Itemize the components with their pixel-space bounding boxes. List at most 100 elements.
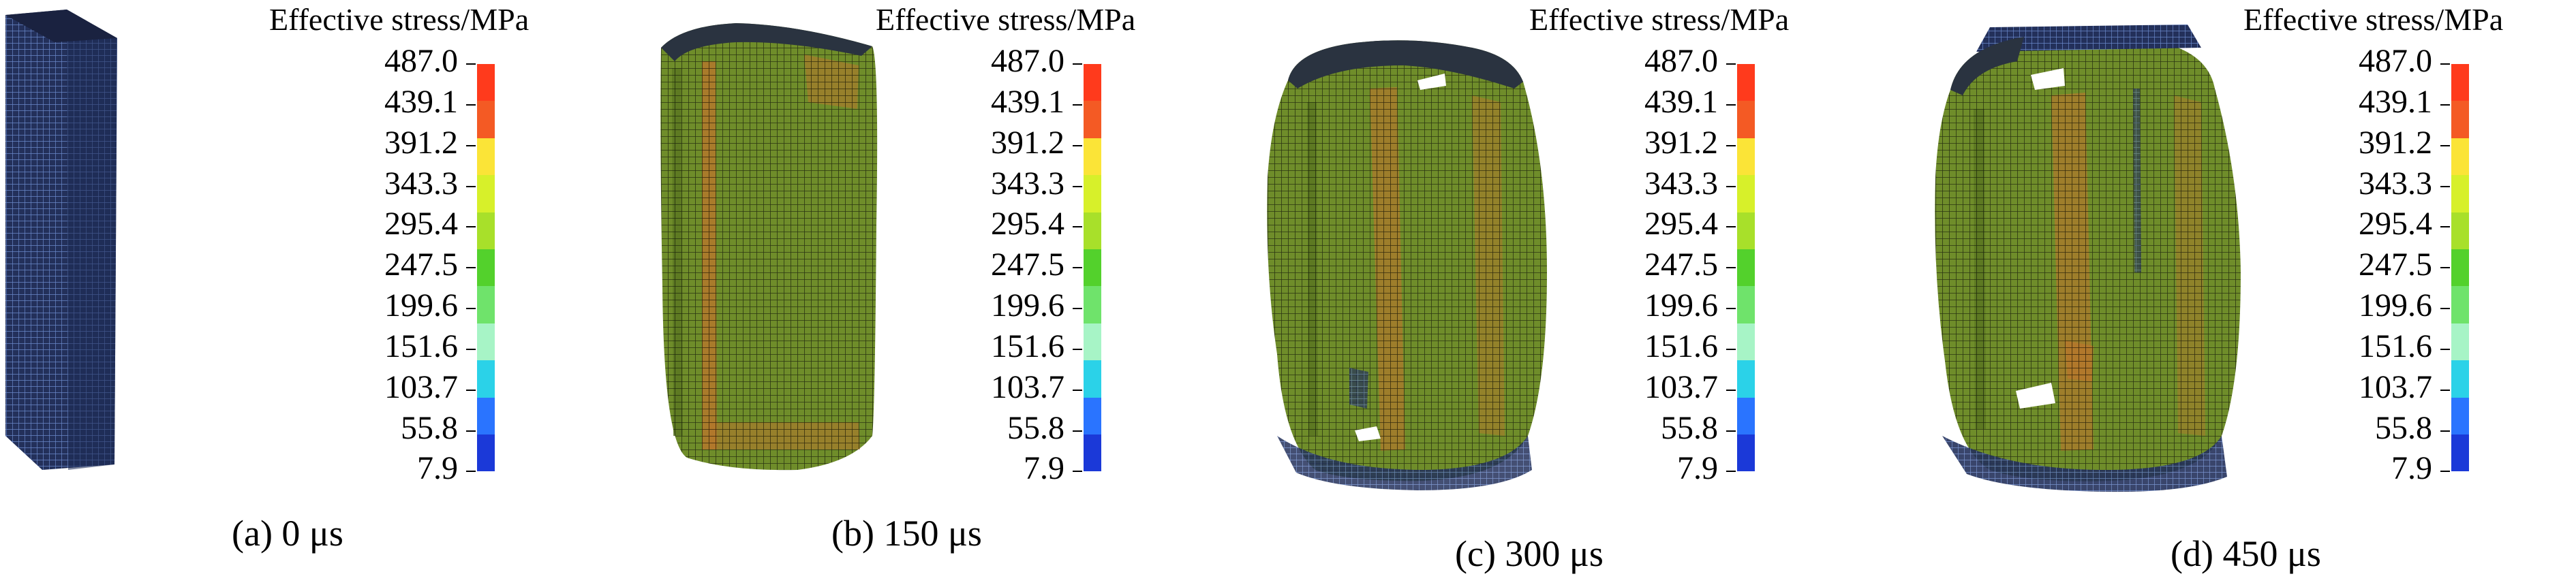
tick-mark	[1726, 104, 1736, 106]
panel-b: Effective stress/MPa 487.0 439.1 391.2 343.…	[634, 0, 1278, 585]
colorbar	[1737, 64, 1755, 472]
tick-label: 199.6	[1644, 287, 1718, 324]
colorbar-segment	[2451, 397, 2469, 434]
tick-label: 55.8	[2375, 409, 2432, 446]
tick-mark	[1726, 471, 1736, 473]
tick-label: 247.5	[991, 247, 1064, 283]
tick-mark	[1073, 430, 1082, 432]
legend-title: Effective stress/MPa	[1529, 2, 1790, 37]
colorbar-segment	[2451, 64, 2469, 101]
tick-mark	[1726, 226, 1736, 228]
tick-mark	[2440, 63, 2450, 65]
panel-c: Effective stress/MPa 487.0 439.1 391.2 343.…	[1247, 0, 1891, 585]
tick-label: 7.9	[417, 450, 458, 487]
colorbar-segment	[1084, 323, 1101, 361]
specimen-mesh-b	[660, 23, 878, 471]
specimen-mesh-a	[5, 10, 117, 470]
colorbar-segment	[477, 286, 495, 323]
tick-mark	[1726, 389, 1736, 391]
tick-mark	[466, 430, 476, 432]
colorbar-segment	[1737, 286, 1755, 323]
legend-title: Effective stress/MPa	[269, 2, 530, 37]
tick-mark	[466, 471, 476, 473]
tick-label: 55.8	[401, 409, 458, 446]
tick-mark	[466, 144, 476, 146]
colorbar-segment	[1084, 286, 1101, 323]
colorbar-segment	[1084, 360, 1101, 398]
tick-label: 103.7	[384, 368, 458, 405]
colorbar-segment	[477, 64, 495, 101]
colorbar-segment	[1084, 138, 1101, 176]
tick-mark	[1073, 104, 1082, 106]
specimen-mesh-c	[1267, 40, 1547, 490]
colorbar-segment	[477, 101, 495, 138]
tick-mark	[1726, 144, 1736, 146]
tick-label: 343.3	[2359, 165, 2432, 202]
tick-label: 199.6	[991, 287, 1064, 324]
tick-label: 151.6	[991, 328, 1064, 364]
colorbar-segment	[1737, 212, 1755, 249]
tick-label: 295.4	[991, 206, 1064, 242]
tick-mark	[2440, 185, 2450, 187]
colorbar	[477, 64, 495, 472]
tick-mark	[2440, 226, 2450, 228]
tick-mark	[1726, 348, 1736, 350]
tick-mark	[1073, 471, 1082, 473]
colorbar	[1084, 64, 1101, 472]
tick-mark	[2440, 104, 2450, 106]
colorbar-segment	[1084, 249, 1101, 287]
colorbar-segment	[2451, 434, 2469, 472]
tick-label: 343.3	[991, 165, 1064, 202]
tick-mark	[2440, 267, 2450, 269]
tick-mark	[2440, 308, 2450, 310]
tick-label: 487.0	[384, 43, 458, 79]
colorbar-segment	[2451, 360, 2469, 398]
tick-mark	[2440, 389, 2450, 391]
tick-label: 391.2	[384, 124, 458, 161]
colorbar-segment	[2451, 323, 2469, 361]
tick-label: 151.6	[384, 328, 458, 364]
caption-c: (c) 300 μs	[1455, 533, 1604, 574]
tick-label: 103.7	[1644, 368, 1718, 405]
tick-label: 151.6	[1644, 328, 1718, 364]
caption-b: (b) 150 μs	[831, 513, 982, 554]
tick-label: 55.8	[1007, 409, 1064, 446]
tick-label: 487.0	[1644, 43, 1718, 79]
tick-label: 439.1	[2359, 83, 2432, 120]
tick-label: 487.0	[2359, 43, 2432, 79]
colorbar-segment	[1737, 249, 1755, 287]
tick-mark	[1726, 430, 1736, 432]
tick-mark	[1073, 63, 1082, 65]
tick-mark	[1726, 185, 1736, 187]
tick-mark	[1073, 226, 1082, 228]
colorbar-segment	[2451, 249, 2469, 287]
colorbar-segment	[2451, 175, 2469, 212]
colorbar-segment	[1084, 64, 1101, 101]
specimen-mesh-d	[1935, 25, 2241, 492]
tick-label: 391.2	[2359, 124, 2432, 161]
tick-mark	[1073, 144, 1082, 146]
tick-label: 391.2	[1644, 124, 1718, 161]
colorbar-segment	[2451, 101, 2469, 138]
tick-mark	[1073, 267, 1082, 269]
tick-label: 295.4	[384, 206, 458, 242]
legend-title: Effective stress/MPa	[2243, 2, 2504, 37]
colorbar-segment	[1737, 175, 1755, 212]
tick-mark	[466, 348, 476, 350]
tick-label: 7.9	[1024, 450, 1064, 487]
colorbar-segment	[1084, 212, 1101, 249]
colorbar-segment	[477, 249, 495, 287]
tick-mark	[1073, 185, 1082, 187]
tick-label: 391.2	[991, 124, 1064, 161]
tick-label: 439.1	[991, 83, 1064, 120]
colorbar-segment	[1737, 360, 1755, 398]
tick-label: 103.7	[991, 368, 1064, 405]
panel-d: Effective stress/MPa 487.0 439.1 391.2 343.…	[1915, 0, 2576, 585]
tick-mark	[1726, 308, 1736, 310]
panel-a: Effective stress/MPa 487.0 439.1 391.2 343.…	[0, 0, 644, 585]
tick-label: 151.6	[2359, 328, 2432, 364]
tick-mark	[466, 389, 476, 391]
colorbar-segment	[477, 434, 495, 472]
tick-mark	[1726, 267, 1736, 269]
colorbar	[2451, 64, 2469, 472]
